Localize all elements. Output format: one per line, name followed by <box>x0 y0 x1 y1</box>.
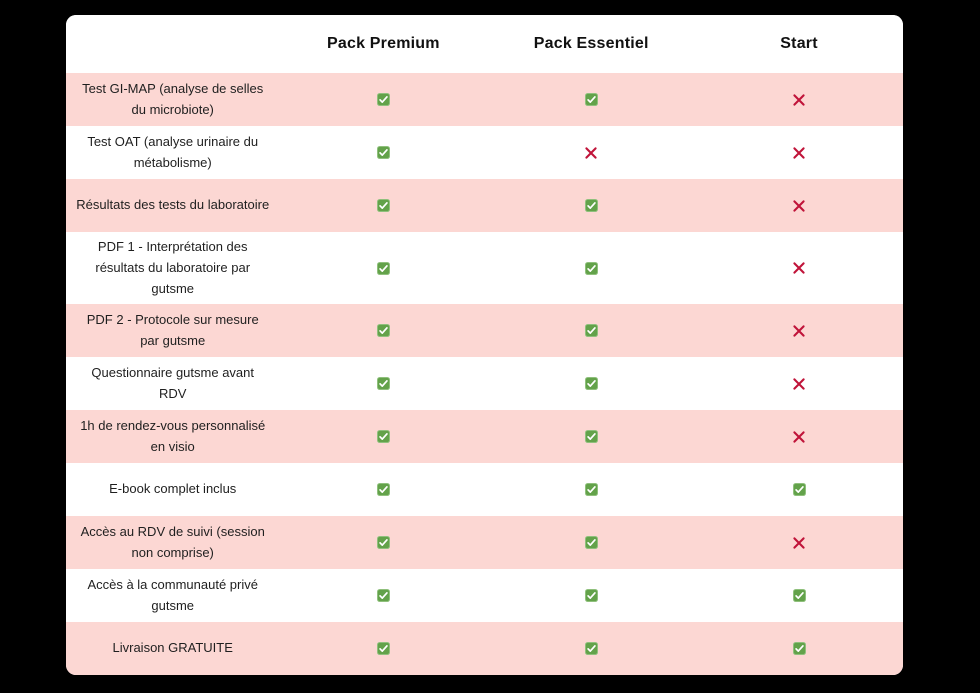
header-pack-premium: Pack Premium <box>327 35 440 52</box>
start-cell <box>695 126 903 179</box>
start-cell <box>695 622 903 675</box>
table-header-row: Pack Premium Pack Essentiel Start <box>66 15 903 73</box>
feature-label: Livraison GRATUITE <box>112 640 233 656</box>
start-cell <box>695 179 903 232</box>
check-icon <box>376 146 390 159</box>
pack-premium-cell <box>279 622 487 675</box>
check-icon <box>792 483 806 497</box>
cross-icon <box>793 325 805 337</box>
table-row: Résultats des tests du laboratoire <box>66 179 903 232</box>
pack-premium-cell <box>279 410 487 463</box>
table-row: E-book complet inclus <box>66 463 903 517</box>
table-row: PDF 2 - Protocole sur mesure par gutsme <box>66 304 903 358</box>
table-row: 1h de rendez-vous personnalisé en visio <box>66 410 903 464</box>
pack-premium-cell <box>279 569 487 622</box>
start-cell <box>695 516 903 569</box>
check-icon <box>376 430 390 444</box>
cross-icon <box>793 262 805 274</box>
cross-icon <box>793 378 805 390</box>
start-cell <box>695 73 903 126</box>
pack-premium-cell <box>279 516 487 569</box>
start-cell <box>695 304 903 357</box>
cross-icon <box>793 199 805 212</box>
check-icon <box>584 483 598 497</box>
cross-icon <box>793 93 805 106</box>
pack-essentiel-cell <box>487 622 695 675</box>
check-icon <box>376 536 390 550</box>
table-row: Accès au RDV de suivi (session non compr… <box>66 516 903 570</box>
table-row: Test GI-MAP (analyse de selles du microb… <box>66 73 903 126</box>
start-cell <box>695 232 903 304</box>
check-icon <box>584 536 598 550</box>
start-cell <box>695 569 903 622</box>
feature-label: PDF 1 - Interprétation des résultats du … <box>95 239 251 296</box>
start-cell <box>695 463 903 516</box>
pack-essentiel-cell <box>487 126 695 179</box>
pack-essentiel-cell <box>487 179 695 232</box>
check-icon <box>376 93 390 106</box>
check-icon <box>584 261 598 275</box>
check-icon <box>792 642 806 656</box>
cross-icon <box>793 146 805 159</box>
feature-label: Accès à la communauté privé gutsme <box>87 577 258 613</box>
feature-label: Accès au RDV de suivi (session non compr… <box>80 524 265 560</box>
feature-label: Test OAT (analyse urinaire du métabolism… <box>87 133 259 170</box>
table-body: Test GI-MAP (analyse de selles du microb… <box>66 73 903 676</box>
pack-premium-cell <box>279 357 487 410</box>
pack-essentiel-cell <box>487 516 695 569</box>
check-icon <box>376 199 390 212</box>
pack-essentiel-cell <box>487 304 695 357</box>
check-icon <box>376 261 390 275</box>
pack-essentiel-cell <box>487 569 695 622</box>
check-icon <box>584 430 598 444</box>
header-pack-essentiel: Pack Essentiel <box>533 35 649 52</box>
pack-premium-cell <box>279 73 487 126</box>
feature-label: PDF 2 - Protocole sur mesure par gutsme <box>86 312 259 348</box>
pack-essentiel-cell <box>487 357 695 410</box>
feature-label: Résultats des tests du laboratoire <box>76 197 270 213</box>
pack-premium-cell <box>279 304 487 357</box>
comparison-table: Pack Premium Pack Essentiel Start Test G… <box>66 15 903 676</box>
pack-premium-cell <box>279 179 487 232</box>
check-icon <box>792 589 806 603</box>
feature-label: Test GI-MAP (analyse de selles du microb… <box>82 80 264 117</box>
check-icon <box>584 377 598 391</box>
table-row: Questionnaire gutsme avant RDV <box>66 357 903 411</box>
pack-essentiel-cell <box>487 463 695 516</box>
check-icon <box>584 642 598 656</box>
pack-premium-cell <box>279 463 487 516</box>
table-row: Accès à la communauté privé gutsme <box>66 569 903 623</box>
check-icon <box>376 642 390 656</box>
check-icon <box>376 377 390 391</box>
start-cell <box>695 357 903 410</box>
check-icon <box>376 589 390 603</box>
feature-label: E-book complet inclus <box>109 481 237 497</box>
feature-label: 1h de rendez-vous personnalisé en visio <box>80 418 266 454</box>
table-row: Test OAT (analyse urinaire du métabolism… <box>66 126 903 179</box>
cross-icon <box>793 431 805 443</box>
pack-premium-cell <box>279 232 487 304</box>
table-row: PDF 1 - Interprétation des résultats du … <box>66 232 903 305</box>
cross-icon <box>585 146 597 159</box>
pack-essentiel-cell <box>487 232 695 304</box>
pack-essentiel-cell <box>487 410 695 463</box>
pack-premium-cell <box>279 126 487 179</box>
start-cell <box>695 410 903 463</box>
feature-label: Questionnaire gutsme avant RDV <box>91 365 255 401</box>
check-icon <box>584 324 598 338</box>
check-icon <box>584 589 598 603</box>
check-icon <box>584 199 598 212</box>
check-icon <box>376 324 390 338</box>
table-row: Livraison GRATUITE <box>66 622 903 676</box>
pack-essentiel-cell <box>487 73 695 126</box>
check-icon <box>376 483 390 497</box>
check-icon <box>584 93 598 106</box>
cross-icon <box>793 537 805 549</box>
header-start: Start <box>780 35 818 52</box>
